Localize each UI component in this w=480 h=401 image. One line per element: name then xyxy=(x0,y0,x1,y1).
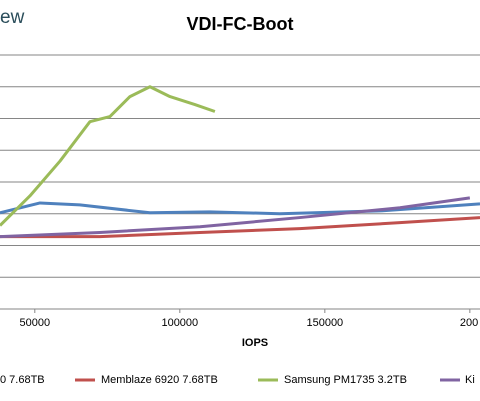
series-line xyxy=(0,85,216,227)
series-line xyxy=(0,196,471,239)
legend-label: Samsung PM1735 3.2TB xyxy=(284,374,407,386)
series-line xyxy=(0,216,480,239)
legend-label: 0 7.68TB xyxy=(0,374,45,386)
legend-label: Ki xyxy=(465,374,475,386)
x-tick-label: 150000 xyxy=(306,317,343,329)
chart-title: VDI-FC-Boot xyxy=(187,14,294,34)
x-axis-label: IOPS xyxy=(242,337,268,349)
legend-label: Memblaze 6920 7.68TB xyxy=(101,374,218,386)
series-line xyxy=(0,201,480,216)
x-tick-label: 100000 xyxy=(161,317,198,329)
x-tick-label: 200 xyxy=(460,317,478,329)
x-tick-label: 50000 xyxy=(20,317,51,329)
brand: ew xyxy=(0,7,25,28)
